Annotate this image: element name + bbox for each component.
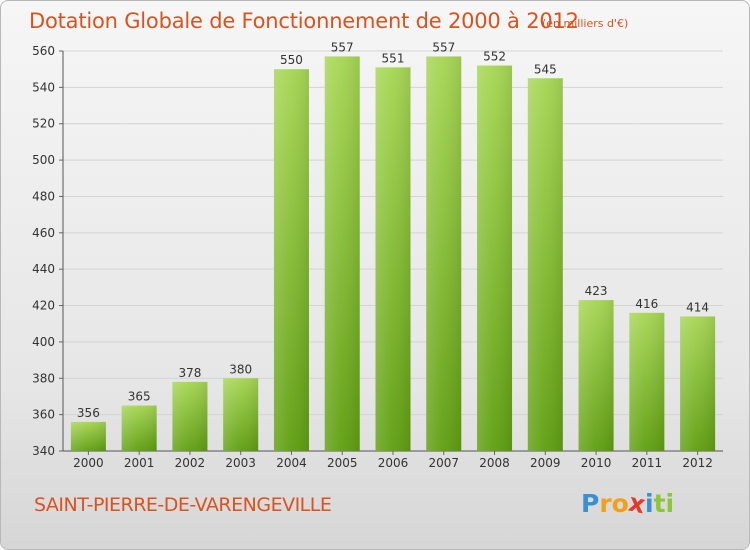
bar-shine — [172, 381, 208, 451]
data-label: 365 — [128, 390, 151, 404]
data-label: 551 — [382, 51, 405, 65]
x-tick-label: 2012 — [682, 456, 713, 470]
data-label: 557 — [331, 40, 354, 54]
y-tick-label: 360 — [32, 408, 55, 422]
data-label: 550 — [280, 53, 303, 67]
bar-shine — [477, 65, 513, 451]
logo-letter: t — [653, 489, 666, 518]
x-tick-label: 2004 — [276, 456, 307, 470]
x-tick-label: 2006 — [378, 456, 409, 470]
y-tick-label: 380 — [32, 371, 55, 385]
y-tick-label: 480 — [32, 189, 55, 203]
x-tick-label: 2008 — [479, 456, 510, 470]
y-tick-label: 540 — [32, 80, 55, 94]
data-label: 416 — [635, 297, 658, 311]
x-tick-label: 2000 — [73, 456, 104, 470]
city-name: SAINT-PIERRE-DE-VARENGEVILLE — [34, 494, 332, 516]
bar-shine — [629, 312, 665, 451]
y-tick-label: 520 — [32, 117, 55, 131]
data-label: 378 — [178, 366, 201, 380]
logo-letter: i — [645, 489, 654, 518]
y-tick-label: 400 — [32, 335, 55, 349]
logo-letter: o — [611, 489, 629, 518]
x-tick-label: 2007 — [428, 456, 459, 470]
y-tick-label: 500 — [32, 153, 55, 167]
bar-shine — [426, 56, 462, 452]
x-tick-label: 2005 — [327, 456, 358, 470]
bar-shine — [578, 300, 614, 451]
data-label: 545 — [534, 62, 557, 76]
bar-shine — [223, 378, 259, 451]
x-tick-label: 2001 — [124, 456, 155, 470]
bar-shine — [273, 69, 309, 451]
bar-shine — [70, 421, 106, 451]
bar-shine — [324, 56, 360, 452]
data-label: 552 — [483, 50, 506, 64]
chart-title: Dotation Globale de Fonctionnement de 20… — [29, 9, 579, 33]
x-tick-label: 2010 — [581, 456, 612, 470]
logo-letter: i — [665, 489, 675, 518]
data-label: 356 — [77, 406, 100, 420]
x-tick-label: 2009 — [530, 456, 561, 470]
logo-letter: r — [599, 489, 612, 518]
y-tick-label: 440 — [32, 262, 55, 276]
data-label: 414 — [686, 300, 709, 314]
bar-shine — [527, 78, 563, 451]
x-tick-label: 2002 — [175, 456, 206, 470]
data-label: 557 — [432, 40, 455, 54]
bar-shine — [121, 405, 157, 451]
proxiti-logo[interactable]: Proxiti — [581, 488, 675, 520]
x-tick-label: 2003 — [225, 456, 256, 470]
y-tick-label: 420 — [32, 299, 55, 313]
data-label: 423 — [585, 284, 608, 298]
x-tick-label: 2011 — [632, 456, 663, 470]
data-labels: 356 365 378 380 550 557 551 557 552 545 423 416 414 — [77, 40, 709, 419]
bar-shine — [680, 316, 716, 451]
data-label: 380 — [229, 362, 252, 376]
bars — [70, 56, 716, 452]
bar-shine — [375, 67, 411, 451]
logo-letter: P — [581, 489, 600, 518]
unit-note: (en milliers d'€) — [542, 17, 629, 30]
y-tick-label: 560 — [32, 44, 55, 58]
x-axis: 2000 2001 2002 2003 2004 2005 2006 2007 2008 2009… — [73, 451, 713, 470]
y-tick-label: 460 — [32, 226, 55, 240]
y-tick-label: 340 — [32, 444, 55, 458]
